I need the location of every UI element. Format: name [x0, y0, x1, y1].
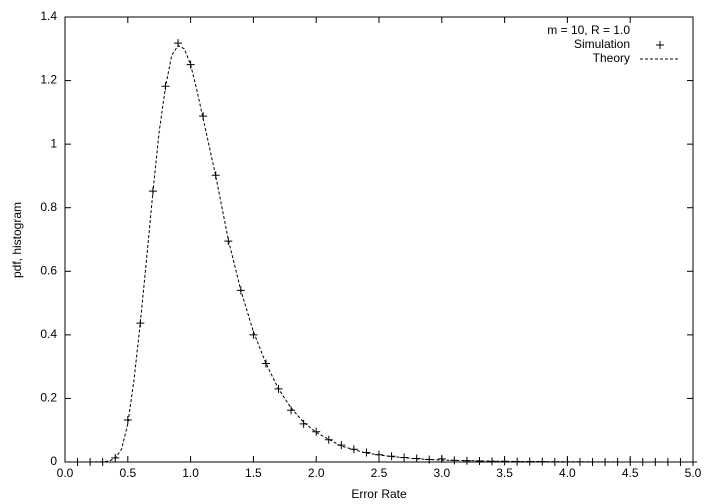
y-tick-label: 1	[50, 136, 57, 150]
line	[65, 44, 693, 463]
x-tick-label: 4.5	[622, 466, 639, 480]
point	[123, 416, 132, 425]
y-axis-label: pdf, histogram	[10, 202, 24, 278]
legend-label: Theory	[593, 51, 630, 65]
x-tick-label: 5.0	[685, 466, 702, 480]
point	[299, 419, 308, 428]
point	[312, 427, 321, 436]
y-tick-label: 1.2	[40, 73, 57, 87]
y-tick-label: 0.8	[40, 200, 57, 214]
legend-title: m = 10, R = 1.0	[547, 23, 630, 37]
point	[261, 359, 270, 368]
point	[249, 330, 258, 339]
y-tick-label: 0.6	[40, 263, 57, 277]
legend-label: Simulation	[574, 37, 630, 51]
y-tick-label: 0.2	[40, 391, 57, 405]
x-tick-label: 1.0	[182, 466, 199, 480]
y-tick-label: 0.4	[40, 327, 57, 341]
y-tick-label: 1.4	[40, 9, 57, 23]
point	[324, 435, 333, 444]
plot-frame	[64, 16, 694, 463]
point	[287, 406, 296, 415]
x-tick-label: 2.0	[308, 466, 325, 480]
x-tick-label: 3.0	[433, 466, 450, 480]
point	[437, 454, 446, 463]
x-tick-label: 4.0	[559, 466, 576, 480]
x-tick-label: 1.5	[245, 466, 262, 480]
x-tick-label: 3.5	[496, 466, 513, 480]
x-tick-label: 0.0	[57, 466, 74, 480]
x-tick-label: 2.5	[371, 466, 388, 480]
y-tick-label: 0	[50, 454, 57, 468]
legend-marker	[656, 41, 664, 49]
x-axis-label: Error Rate	[351, 487, 407, 501]
x-tick-label: 0.5	[119, 466, 136, 480]
